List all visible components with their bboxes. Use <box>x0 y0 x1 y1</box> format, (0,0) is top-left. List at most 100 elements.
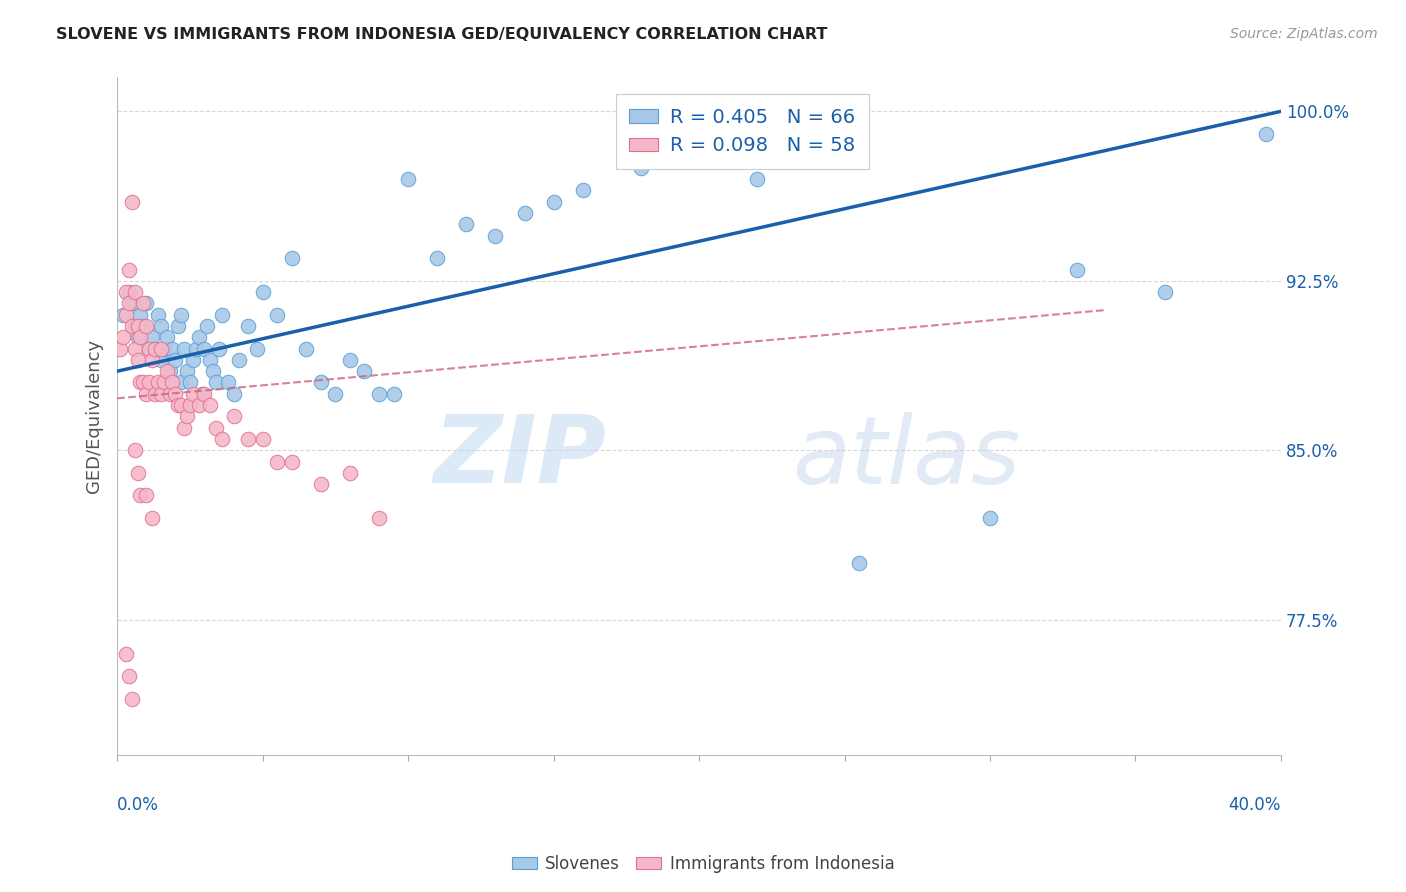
Point <box>143 342 166 356</box>
Point <box>222 409 245 424</box>
Point <box>124 318 146 333</box>
Text: 0.0%: 0.0% <box>117 796 159 814</box>
Point <box>141 511 163 525</box>
Point <box>143 342 166 356</box>
Point <box>200 352 222 367</box>
Point <box>141 330 163 344</box>
Point <box>202 364 225 378</box>
Point <box>149 318 172 333</box>
Point <box>165 352 187 367</box>
Point <box>396 172 419 186</box>
Point <box>205 420 228 434</box>
Point <box>484 228 506 243</box>
Point <box>129 488 152 502</box>
Point <box>108 342 131 356</box>
Point <box>252 285 274 299</box>
Point <box>211 308 233 322</box>
Point <box>138 342 160 356</box>
Point <box>200 398 222 412</box>
Point <box>266 454 288 468</box>
Point <box>127 466 149 480</box>
Point <box>368 511 391 525</box>
Point <box>571 183 593 197</box>
Point <box>162 342 184 356</box>
Point <box>848 556 870 570</box>
Point <box>309 376 332 390</box>
Point <box>167 398 190 412</box>
Point <box>181 386 204 401</box>
Point <box>426 251 449 265</box>
Point <box>513 206 536 220</box>
Point <box>165 386 187 401</box>
Point <box>1066 262 1088 277</box>
Point <box>187 330 209 344</box>
Point <box>179 376 201 390</box>
Point <box>156 364 179 378</box>
Point <box>129 308 152 322</box>
Point <box>149 352 172 367</box>
Point <box>170 308 193 322</box>
Point <box>159 364 181 378</box>
Point <box>173 420 195 434</box>
Point <box>187 398 209 412</box>
Point <box>173 342 195 356</box>
Point <box>1153 285 1175 299</box>
Point <box>281 251 304 265</box>
Point <box>135 488 157 502</box>
Point <box>195 318 218 333</box>
Point <box>127 330 149 344</box>
Point <box>152 342 174 356</box>
Point <box>176 409 198 424</box>
Point <box>152 376 174 390</box>
Point <box>193 342 215 356</box>
Point <box>127 318 149 333</box>
Point <box>135 318 157 333</box>
Point <box>121 194 143 209</box>
Y-axis label: GED/Equivalency: GED/Equivalency <box>86 339 103 493</box>
Point <box>149 386 172 401</box>
Point <box>208 342 231 356</box>
Point <box>176 364 198 378</box>
Point <box>121 318 143 333</box>
Point <box>118 296 141 310</box>
Point <box>217 376 239 390</box>
Point <box>353 364 375 378</box>
Legend: Slovenes, Immigrants from Indonesia: Slovenes, Immigrants from Indonesia <box>505 848 901 880</box>
Text: atlas: atlas <box>792 411 1021 502</box>
Point <box>132 318 155 333</box>
Point <box>115 308 138 322</box>
Point <box>630 161 652 175</box>
Point <box>115 285 138 299</box>
Point <box>205 376 228 390</box>
Point <box>456 217 478 231</box>
Point <box>129 330 152 344</box>
Point <box>132 376 155 390</box>
Point <box>111 308 134 322</box>
Text: SLOVENE VS IMMIGRANTS FROM INDONESIA GED/EQUIVALENCY CORRELATION CHART: SLOVENE VS IMMIGRANTS FROM INDONESIA GED… <box>56 27 828 42</box>
Point <box>141 352 163 367</box>
Legend: R = 0.405   N = 66, R = 0.098   N = 58: R = 0.405 N = 66, R = 0.098 N = 58 <box>616 94 869 169</box>
Point <box>193 386 215 401</box>
Point <box>979 511 1001 525</box>
Point <box>179 398 201 412</box>
Point <box>1256 127 1278 141</box>
Point <box>118 262 141 277</box>
Point <box>236 432 259 446</box>
Point <box>132 296 155 310</box>
Point <box>228 352 250 367</box>
Point <box>124 342 146 356</box>
Point <box>115 647 138 661</box>
Point <box>118 285 141 299</box>
Point <box>747 172 769 186</box>
Point <box>339 352 361 367</box>
Point <box>138 376 160 390</box>
Point <box>688 149 710 163</box>
Point <box>309 477 332 491</box>
Point <box>170 398 193 412</box>
Point <box>266 308 288 322</box>
Point <box>252 432 274 446</box>
Point <box>149 342 172 356</box>
Point <box>146 308 169 322</box>
Point <box>181 352 204 367</box>
Point <box>135 296 157 310</box>
